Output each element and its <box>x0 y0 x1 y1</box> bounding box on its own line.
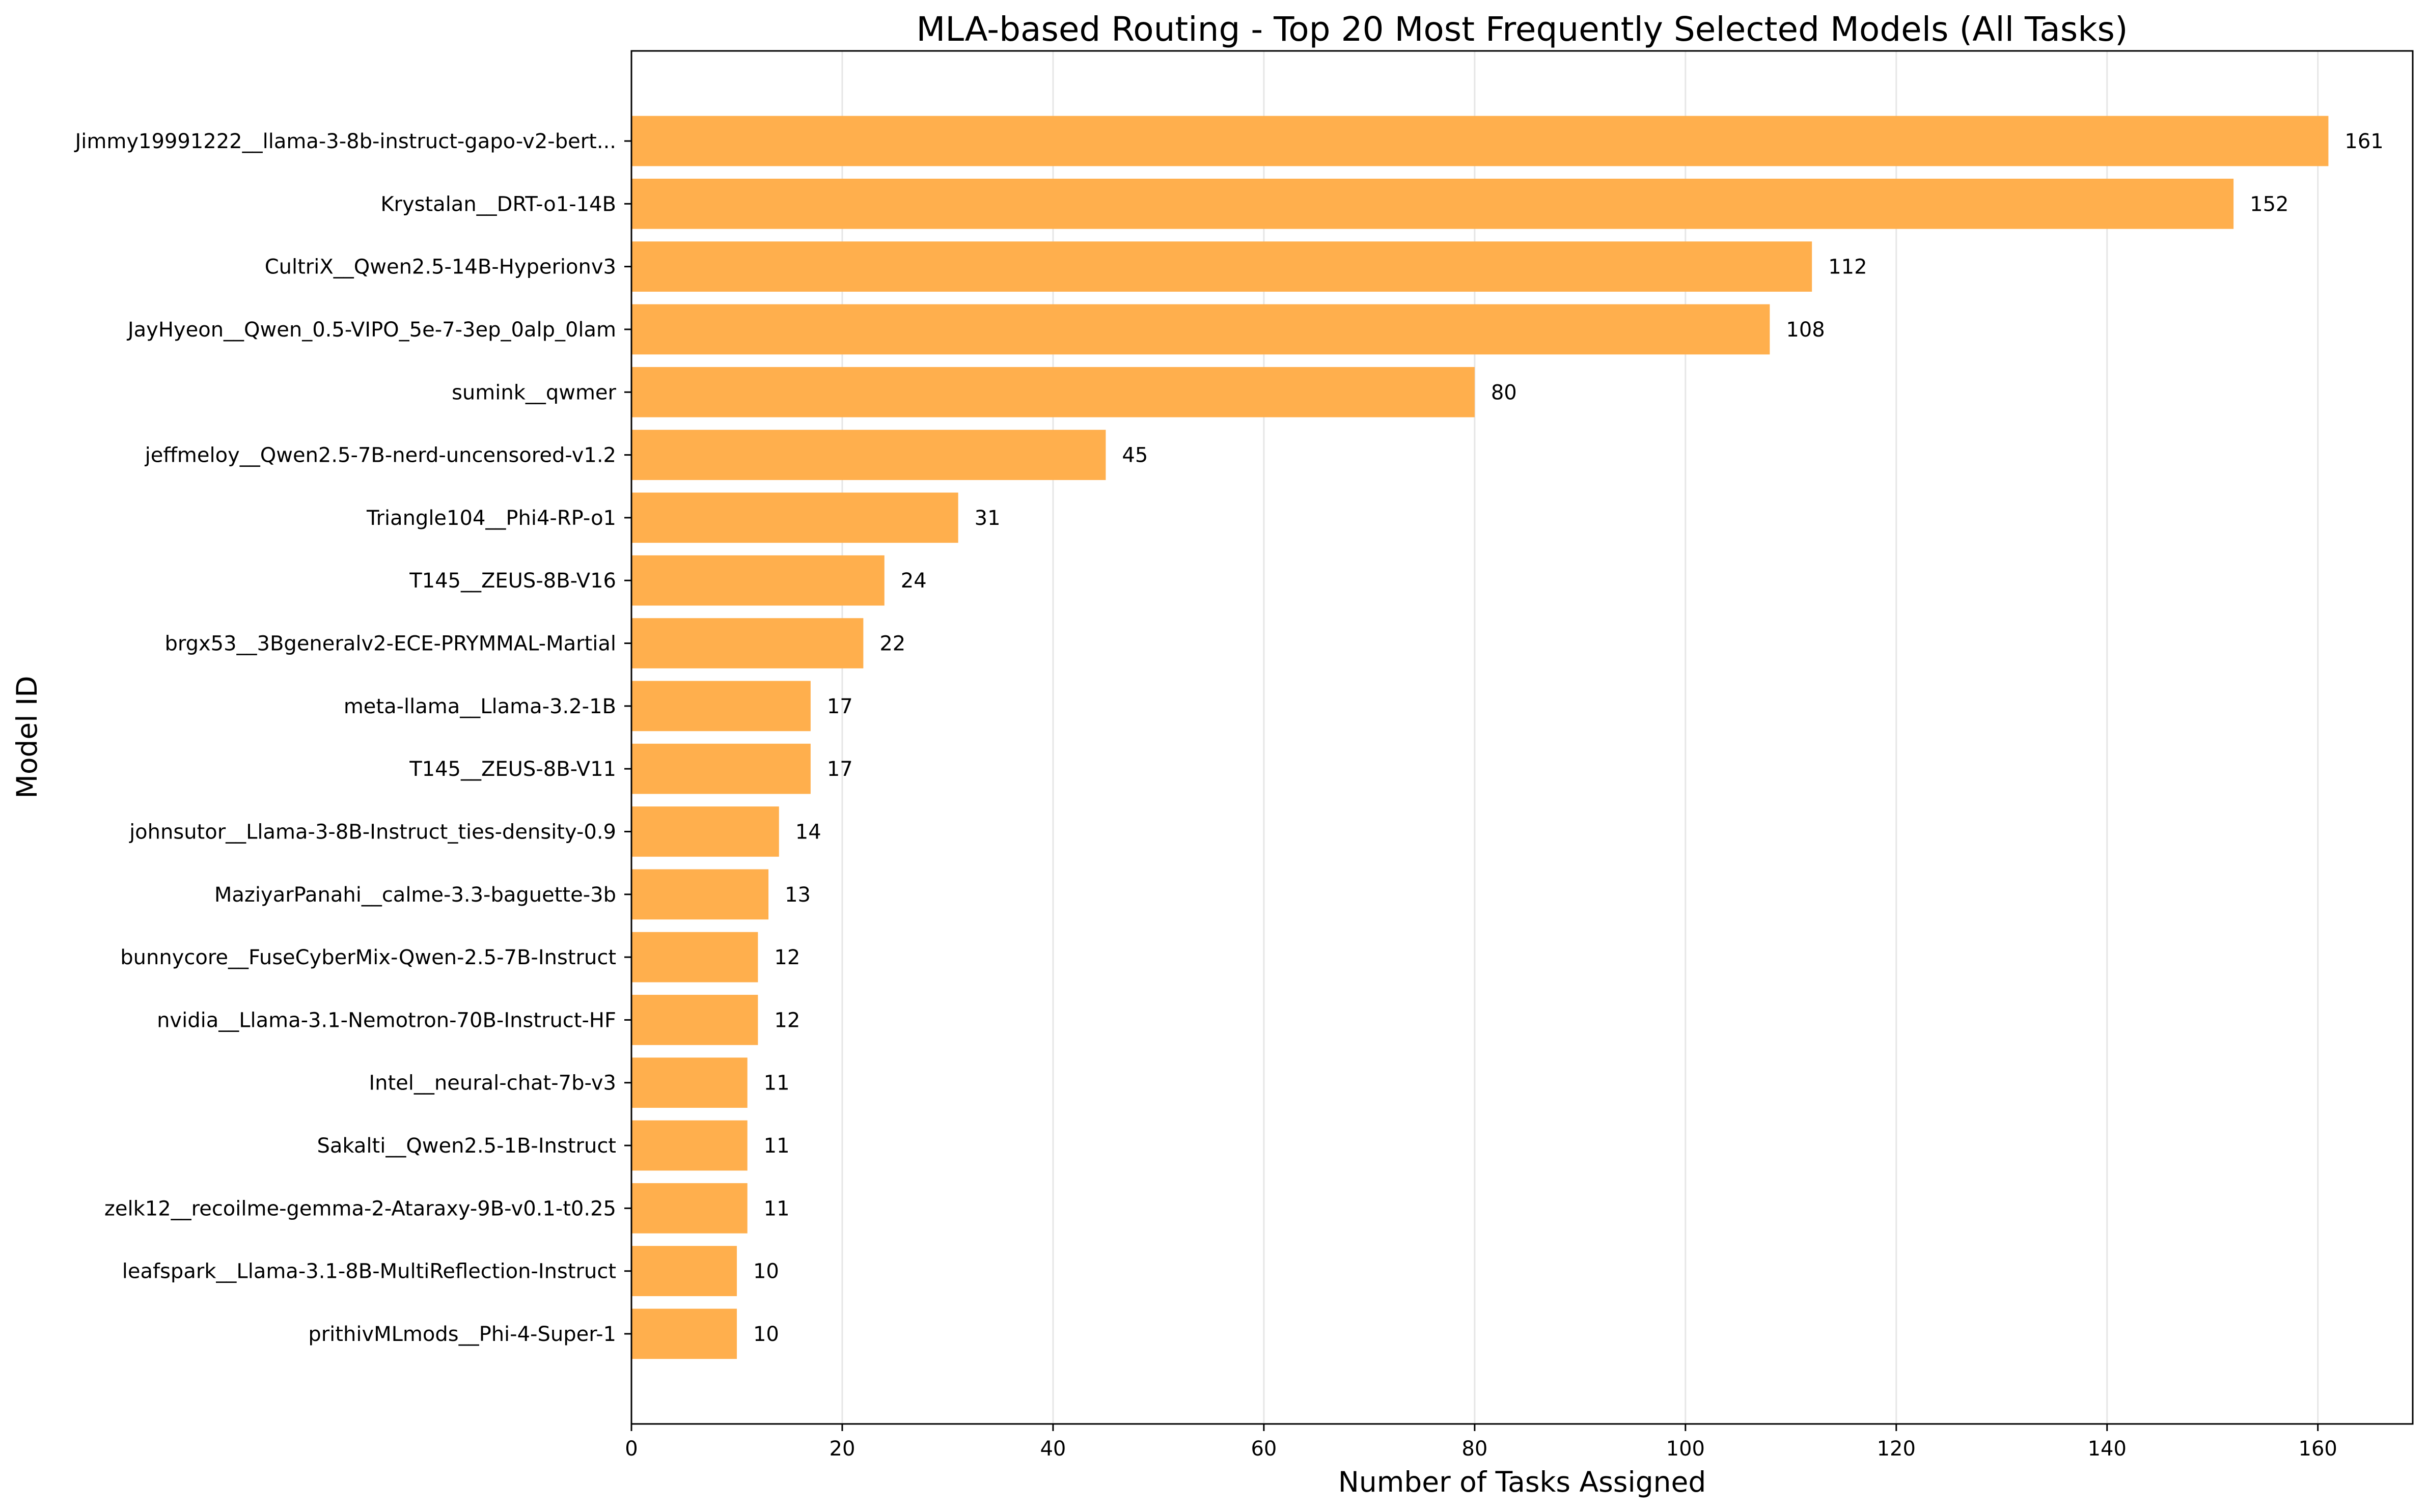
data-label: 31 <box>975 507 1001 530</box>
y-tick-label: prithivMLmods__Phi-4-Super-1 <box>308 1323 616 1346</box>
y-tick-label: sumink__qwmer <box>452 381 616 404</box>
data-label: 24 <box>901 569 927 593</box>
y-tick-label: Intel__neural-chat-7b-v3 <box>369 1072 616 1095</box>
bar <box>631 1120 748 1171</box>
bar <box>631 241 1812 292</box>
bar <box>631 743 811 794</box>
data-label: 13 <box>785 883 811 907</box>
bar <box>631 1183 748 1234</box>
x-tick-label: 20 <box>830 1437 856 1461</box>
y-tick-label: jeffmeloy__Qwen2.5-7B-nerd-uncensored-v1… <box>145 444 616 467</box>
data-label: 161 <box>2344 130 2383 153</box>
bar <box>631 178 2234 229</box>
data-label: 12 <box>774 1009 800 1032</box>
data-label: 11 <box>764 1197 790 1220</box>
y-tick-label: brgx53__3Bgeneralv2-ECE-PRYMMAL-Martial <box>164 632 616 656</box>
bar <box>631 304 1770 355</box>
data-label: 14 <box>795 820 821 844</box>
bar <box>631 1308 737 1359</box>
x-tick-label: 0 <box>625 1437 638 1461</box>
data-label: 10 <box>753 1323 779 1346</box>
chart-title: MLA-based Routing - Top 20 Most Frequent… <box>916 10 2128 49</box>
bar <box>631 869 769 920</box>
y-tick-label: Sakalti__Qwen2.5-1B-Instruct <box>317 1134 616 1158</box>
bar <box>631 367 1475 417</box>
y-tick-label: leafspark__Llama-3.1-8B-MultiReflection-… <box>122 1260 616 1283</box>
data-label: 22 <box>879 632 905 656</box>
y-tick-label: CultriX__Qwen2.5-14B-Hyperionv3 <box>265 256 616 279</box>
y-tick-label: Triangle104__Phi4-RP-o1 <box>366 507 616 530</box>
data-label: 11 <box>764 1134 790 1158</box>
x-axis-ticks: 0 20 40 60 80 100 120 140 160 <box>625 1424 2337 1461</box>
bar <box>631 932 758 983</box>
plot-frame <box>630 50 2414 1425</box>
y-tick-label: T145__ZEUS-8B-V16 <box>409 569 616 593</box>
y-axis-title: Model ID <box>11 676 43 798</box>
data-label: 108 <box>1786 318 1825 342</box>
bar <box>631 681 811 732</box>
y-axis-ticks: Jimmy19991222__llama-3-8b-instruct-gapo-… <box>74 130 631 1346</box>
x-tick-label: 100 <box>1666 1437 1705 1461</box>
x-axis-title: Number of Tasks Assigned <box>1338 1466 1706 1498</box>
x-tick-label: 160 <box>2299 1437 2337 1461</box>
data-label: 17 <box>827 695 853 718</box>
y-tick-label: nvidia__Llama-3.1-Nemotron-70B-Instruct-… <box>157 1009 616 1032</box>
y-tick-label: zelk12__recoilme-gemma-2-Ataraxy-9B-v0.1… <box>104 1197 616 1220</box>
y-tick-label: johnsutor__Llama-3-8B-Instruct_ties-dens… <box>129 820 616 844</box>
x-tick-label: 80 <box>1461 1437 1487 1461</box>
data-labels: 161 152 112 108 80 45 31 24 22 17 17 14 13 12 12 11 11 11… <box>753 130 2384 1346</box>
data-label: 11 <box>764 1072 790 1095</box>
data-label: 12 <box>774 946 800 969</box>
data-label: 152 <box>2250 192 2288 216</box>
bar <box>631 555 885 606</box>
bar <box>631 1246 737 1297</box>
x-tick-label: 60 <box>1251 1437 1277 1461</box>
bar <box>631 492 958 543</box>
bars <box>631 116 2329 1359</box>
data-label: 45 <box>1122 444 1148 467</box>
bar <box>631 806 779 857</box>
data-label: 80 <box>1491 381 1517 404</box>
y-tick-label: bunnycore__FuseCyberMix-Qwen-2.5-7B-Inst… <box>120 946 616 969</box>
y-tick-label: Krystalan__DRT-o1-14B <box>380 192 616 216</box>
data-label: 17 <box>827 758 853 781</box>
y-tick-label: Jimmy19991222__llama-3-8b-instruct-gapo-… <box>74 130 617 153</box>
data-label: 112 <box>1828 256 1867 279</box>
x-tick-label: 120 <box>1877 1437 1916 1461</box>
data-label: 10 <box>753 1260 779 1283</box>
bar <box>631 430 1106 480</box>
y-tick-label: JayHyeon__Qwen_0.5-VIPO_5e-7-3ep_0alp_0l… <box>126 318 616 342</box>
bar <box>631 116 2329 166</box>
bar <box>631 1057 748 1108</box>
bar <box>631 995 758 1045</box>
y-tick-label: meta-llama__Llama-3.2-1B <box>344 695 616 718</box>
x-tick-label: 140 <box>2088 1437 2127 1461</box>
y-tick-label: T145__ZEUS-8B-V11 <box>409 758 616 781</box>
x-tick-label: 40 <box>1040 1437 1066 1461</box>
y-tick-label: MaziyarPanahi__calme-3.3-baguette-3b <box>214 883 616 907</box>
bar <box>631 618 864 668</box>
